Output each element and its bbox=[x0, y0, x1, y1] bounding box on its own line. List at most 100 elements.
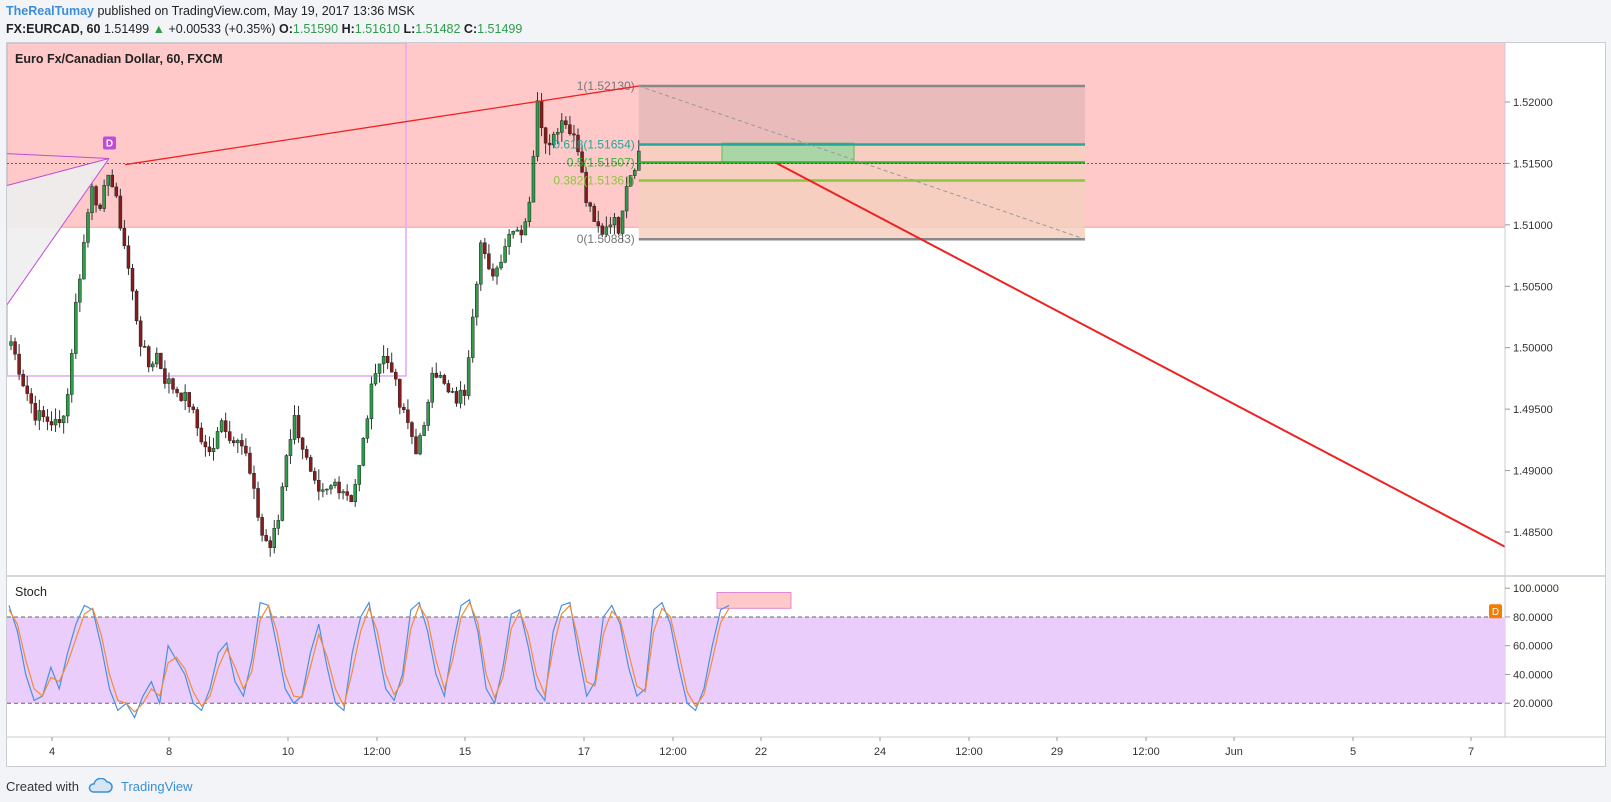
candle-body bbox=[422, 425, 426, 436]
candle-body bbox=[402, 407, 406, 411]
stoch-d-line bbox=[8, 601, 730, 713]
low-value: 1.51482 bbox=[415, 22, 461, 36]
candle-body bbox=[244, 445, 248, 454]
candle-body bbox=[86, 212, 90, 243]
candle-body bbox=[207, 446, 212, 452]
candle-body bbox=[98, 204, 102, 209]
candle bbox=[479, 239, 483, 291]
candle bbox=[53, 408, 58, 433]
candle-body bbox=[592, 205, 596, 222]
price-tick-label: 1.50500 bbox=[1513, 281, 1553, 293]
candle bbox=[596, 210, 600, 233]
candle-body bbox=[151, 363, 155, 368]
author-link[interactable]: TheRealTumay bbox=[6, 4, 94, 18]
close-value: 1.51499 bbox=[477, 22, 523, 36]
d-badge-icon: D bbox=[1489, 604, 1502, 619]
candle-body bbox=[215, 431, 220, 449]
candle bbox=[74, 293, 78, 360]
candle bbox=[260, 513, 264, 542]
time-tick-label: 22 bbox=[755, 746, 767, 758]
candle-body bbox=[612, 217, 617, 226]
candle-body bbox=[110, 174, 114, 188]
stoch-tick-label: 20.0000 bbox=[1513, 698, 1553, 710]
candle-body bbox=[65, 394, 70, 417]
candle bbox=[82, 234, 86, 280]
candle bbox=[584, 167, 588, 207]
candle bbox=[292, 405, 297, 445]
close-key: C: bbox=[463, 22, 478, 36]
candle-body bbox=[515, 229, 519, 232]
last-price: 1.51499 bbox=[103, 22, 150, 36]
candle bbox=[495, 265, 499, 285]
candle-body bbox=[418, 435, 422, 455]
candle bbox=[624, 176, 629, 219]
candle-body bbox=[130, 268, 135, 292]
candle-body bbox=[479, 242, 483, 285]
candle bbox=[491, 263, 495, 281]
candle bbox=[191, 403, 195, 414]
high-value: 1.51610 bbox=[354, 22, 400, 36]
candle-body bbox=[240, 440, 244, 447]
candle-body bbox=[556, 132, 560, 135]
price-tick-label: 1.51500 bbox=[1513, 158, 1553, 170]
projection-trendline[interactable] bbox=[776, 162, 1506, 548]
candle-body bbox=[377, 363, 382, 374]
candle bbox=[402, 403, 406, 414]
candle bbox=[487, 244, 491, 271]
candle bbox=[284, 454, 289, 491]
candle-body bbox=[385, 356, 390, 363]
candle-body bbox=[90, 186, 94, 213]
fib-level-label: 1(1.52130) bbox=[577, 79, 635, 93]
pattern-leg[interactable] bbox=[6, 158, 110, 305]
price-change: +0.00533 (+0.35%) bbox=[168, 22, 276, 36]
candle-body bbox=[572, 133, 576, 136]
candle bbox=[580, 144, 584, 174]
candle bbox=[110, 169, 114, 188]
candle bbox=[349, 494, 353, 503]
candle bbox=[389, 352, 394, 373]
fib-zone-bottom bbox=[638, 144, 1085, 240]
candle-body bbox=[487, 253, 491, 270]
candle bbox=[17, 344, 21, 381]
candle-body bbox=[576, 134, 580, 153]
candle-body bbox=[491, 268, 495, 277]
candle-body bbox=[134, 290, 139, 322]
candle-body bbox=[292, 415, 297, 440]
chart-canvas[interactable]: 1(1.52130) 0.618(1.51654) 0.5(1.51507) 0.38… bbox=[6, 42, 1605, 766]
candle-body bbox=[195, 409, 200, 429]
candle-body bbox=[256, 488, 260, 518]
candle bbox=[377, 363, 382, 383]
stoch-k-line bbox=[8, 598, 730, 719]
candle bbox=[118, 188, 123, 231]
candle bbox=[450, 387, 455, 394]
chart-title: Euro Fx/Canadian Dollar, 60, FXCM bbox=[15, 52, 223, 66]
candle bbox=[543, 126, 548, 154]
candle bbox=[329, 483, 333, 495]
candle-body bbox=[304, 449, 309, 458]
candle-body bbox=[426, 401, 430, 426]
pattern-leg[interactable] bbox=[6, 158, 110, 187]
candle-body bbox=[394, 371, 398, 380]
candle bbox=[94, 184, 98, 213]
candle bbox=[446, 379, 451, 394]
candle bbox=[511, 230, 515, 239]
open-value: 1.51590 bbox=[292, 22, 339, 36]
tradingview-brand[interactable]: TradingView bbox=[120, 778, 193, 794]
created-with-text: Created with bbox=[6, 778, 79, 794]
candle-body bbox=[523, 221, 528, 236]
candle-body bbox=[191, 406, 195, 410]
tradingview-cloud-icon bbox=[88, 778, 113, 793]
candle bbox=[410, 421, 414, 445]
price-tick-label: 1.48500 bbox=[1513, 527, 1553, 539]
upper-trendline[interactable] bbox=[124, 85, 639, 166]
candle-body bbox=[268, 540, 272, 548]
pattern-leg[interactable] bbox=[6, 153, 110, 159]
candle bbox=[398, 378, 402, 415]
candle-body bbox=[345, 491, 349, 496]
candle bbox=[130, 263, 135, 301]
chart-container[interactable]: 1(1.52130) 0.618(1.51654) 0.5(1.51507) 0.38… bbox=[6, 42, 1606, 767]
candle-body bbox=[252, 473, 256, 489]
candle-body bbox=[357, 465, 362, 485]
candle-body bbox=[337, 481, 341, 494]
candle-body bbox=[475, 283, 479, 318]
